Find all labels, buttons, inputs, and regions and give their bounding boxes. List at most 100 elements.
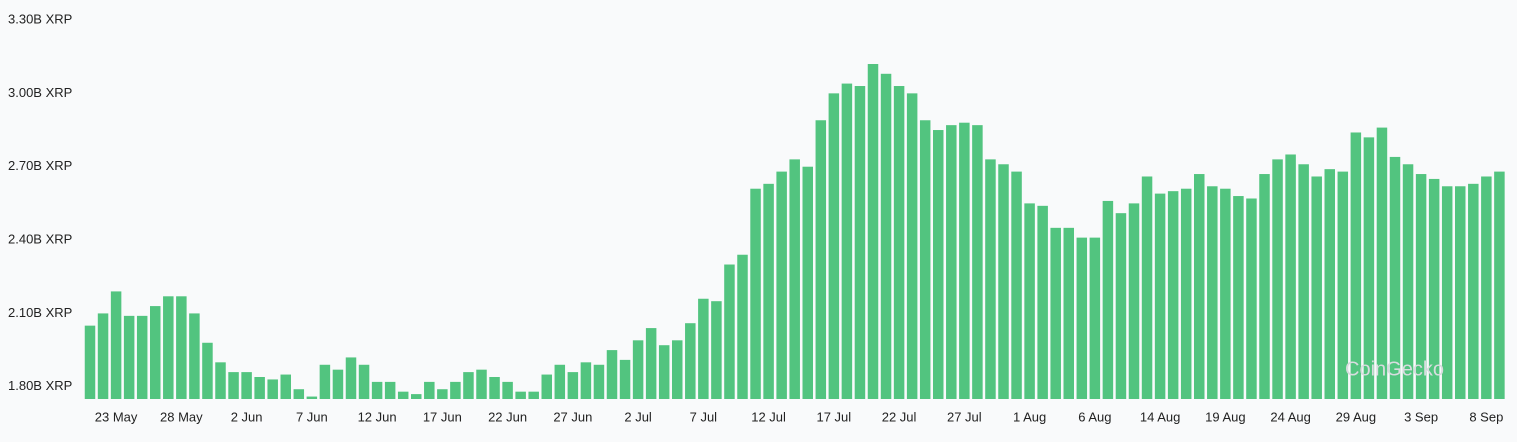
bar bbox=[1272, 159, 1283, 399]
bar bbox=[267, 379, 278, 399]
x-tick-label: 27 Jun bbox=[553, 409, 592, 424]
bar bbox=[933, 130, 944, 399]
bar bbox=[228, 372, 239, 399]
bar bbox=[606, 350, 618, 399]
bar bbox=[1207, 186, 1218, 399]
bar bbox=[1194, 174, 1205, 399]
bar bbox=[776, 171, 787, 399]
bar bbox=[110, 291, 122, 399]
bar bbox=[397, 391, 409, 399]
bar bbox=[1350, 132, 1362, 399]
bar bbox=[828, 93, 840, 400]
x-tick-label: 14 Aug bbox=[1140, 409, 1181, 424]
bar bbox=[411, 394, 422, 399]
bar bbox=[1180, 188, 1192, 399]
x-tick-label: 3 Sep bbox=[1404, 409, 1438, 424]
bar bbox=[150, 306, 161, 399]
x-tick-label: 27 Jul bbox=[947, 409, 982, 424]
bar bbox=[1220, 188, 1231, 399]
bar bbox=[1089, 237, 1101, 399]
bar bbox=[959, 122, 970, 399]
x-tick-label: 1 Aug bbox=[1013, 409, 1046, 424]
bar bbox=[306, 396, 318, 399]
bar bbox=[371, 381, 383, 399]
bar bbox=[332, 369, 344, 399]
bar bbox=[972, 125, 983, 399]
bar bbox=[750, 188, 761, 399]
bar bbox=[1363, 137, 1375, 399]
x-tick-label: 2 Jul bbox=[624, 409, 652, 424]
bar bbox=[163, 296, 174, 399]
bar bbox=[1311, 176, 1322, 399]
bar bbox=[189, 313, 200, 399]
bar bbox=[84, 325, 96, 399]
bar bbox=[867, 64, 879, 399]
bar bbox=[880, 73, 892, 399]
bar bbox=[293, 389, 305, 399]
x-tick-label: 6 Aug bbox=[1078, 409, 1111, 424]
y-tick-label: 2.10B XRP bbox=[8, 305, 72, 320]
x-tick-label: 12 Jun bbox=[358, 409, 397, 424]
x-tick-label: 24 Aug bbox=[1270, 409, 1311, 424]
bar bbox=[319, 364, 331, 399]
bar bbox=[893, 86, 905, 400]
bar bbox=[1037, 205, 1048, 399]
bar bbox=[789, 159, 800, 399]
bar bbox=[815, 120, 827, 399]
x-tick-label: 19 Aug bbox=[1205, 409, 1246, 424]
bar bbox=[280, 374, 291, 399]
bar bbox=[737, 254, 748, 399]
bar bbox=[1063, 227, 1074, 399]
bar bbox=[1246, 198, 1257, 399]
bar bbox=[345, 357, 357, 399]
bar bbox=[515, 391, 526, 399]
bar bbox=[1076, 237, 1088, 399]
bar bbox=[1402, 164, 1414, 399]
bar bbox=[241, 372, 252, 399]
bar bbox=[919, 120, 931, 399]
bar bbox=[254, 376, 265, 399]
bar bbox=[672, 340, 683, 399]
y-tick-label: 3.30B XRP bbox=[8, 11, 72, 26]
bar bbox=[619, 359, 631, 399]
bar bbox=[841, 83, 853, 400]
watermark: CoinGecko bbox=[1345, 358, 1444, 380]
bar bbox=[1285, 154, 1296, 399]
bar bbox=[1115, 213, 1127, 399]
bar bbox=[358, 364, 370, 399]
bar bbox=[502, 381, 513, 399]
bar bbox=[1376, 127, 1388, 399]
bar bbox=[763, 183, 774, 399]
bar bbox=[1011, 171, 1022, 399]
bar bbox=[1415, 174, 1427, 399]
bar bbox=[1233, 196, 1244, 399]
bar bbox=[489, 376, 500, 399]
bar bbox=[215, 362, 226, 399]
bar bbox=[424, 381, 435, 399]
bar bbox=[554, 364, 566, 399]
x-tick-label: 12 Jul bbox=[751, 409, 786, 424]
bar bbox=[645, 328, 657, 399]
bar bbox=[998, 164, 1009, 399]
x-tick-label: 23 May bbox=[95, 409, 138, 424]
bar bbox=[1141, 176, 1153, 399]
bar bbox=[463, 372, 474, 399]
bar bbox=[698, 298, 709, 399]
bar bbox=[1324, 169, 1335, 399]
x-tick-label: 2 Jun bbox=[231, 409, 263, 424]
bar bbox=[1259, 174, 1270, 399]
bar bbox=[437, 389, 448, 399]
bar bbox=[476, 369, 487, 399]
bar bbox=[567, 372, 579, 399]
bar bbox=[1167, 191, 1179, 399]
bar bbox=[1128, 203, 1140, 399]
bar bbox=[854, 86, 866, 400]
x-tick-label: 7 Jul bbox=[690, 409, 718, 424]
bar bbox=[906, 93, 918, 400]
bar bbox=[1468, 183, 1479, 399]
y-tick-label: 2.40B XRP bbox=[8, 232, 72, 247]
bar bbox=[1441, 186, 1453, 399]
x-tick-label: 7 Jun bbox=[296, 409, 328, 424]
x-tick-label: 17 Jul bbox=[816, 409, 851, 424]
bar bbox=[946, 125, 957, 399]
